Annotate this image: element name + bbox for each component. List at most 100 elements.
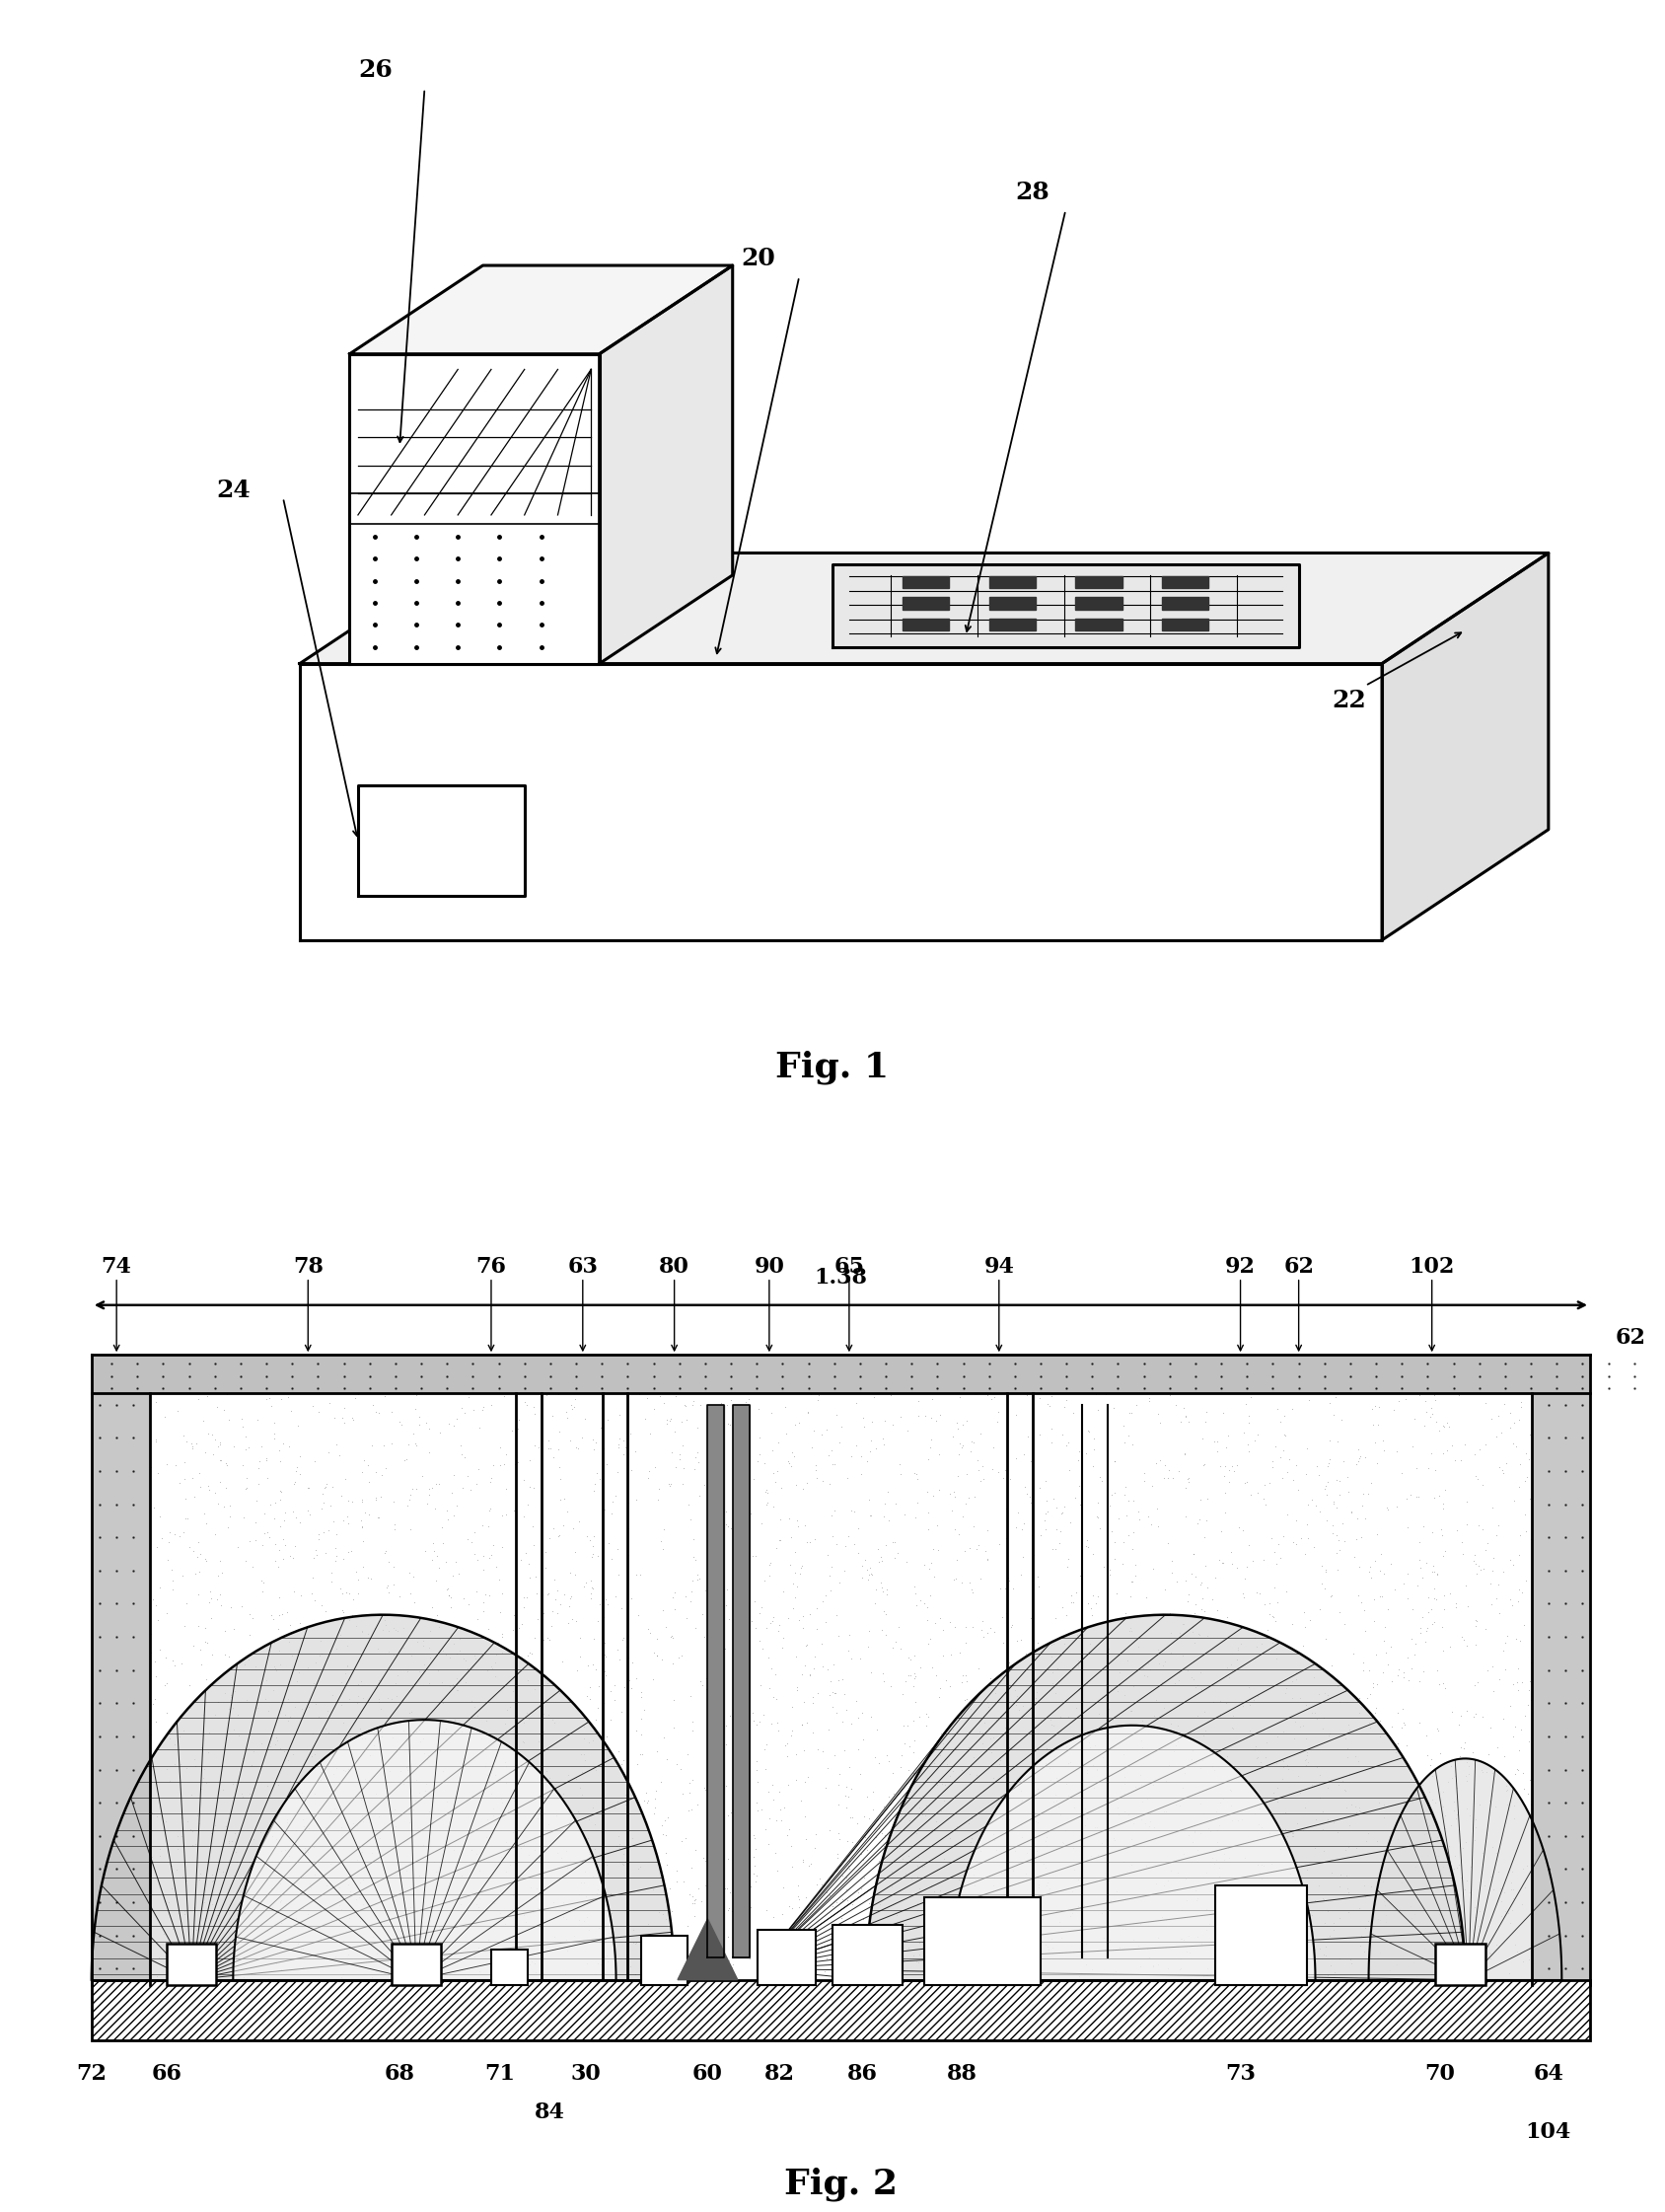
Point	[776, 1502, 803, 1537]
Point	[285, 1869, 311, 1905]
Point	[1272, 1670, 1299, 1705]
Point	[318, 1677, 345, 1712]
Point	[1352, 1613, 1379, 1648]
Point	[744, 1792, 771, 1827]
Polygon shape	[233, 1721, 616, 1980]
Point	[162, 1648, 188, 1683]
Point	[916, 1551, 942, 1586]
Point	[1502, 1927, 1528, 1962]
Point	[916, 1882, 942, 1918]
Point	[1334, 1858, 1360, 1893]
Point	[225, 1697, 251, 1732]
Point	[584, 1690, 611, 1725]
Point	[987, 1856, 1014, 1891]
Point	[391, 1714, 418, 1750]
Point	[623, 1924, 649, 1960]
Point	[1152, 1794, 1179, 1829]
Point	[261, 1416, 288, 1451]
Point	[1297, 1601, 1324, 1637]
Point	[206, 1577, 233, 1613]
Point	[1389, 1455, 1415, 1491]
Point	[230, 1778, 256, 1814]
Point	[205, 1429, 231, 1464]
Point	[871, 1829, 897, 1865]
Point	[171, 1500, 198, 1535]
Point	[503, 1460, 529, 1495]
Point	[1282, 1526, 1309, 1562]
Point	[1470, 1511, 1497, 1546]
Point	[571, 1854, 598, 1889]
Point	[684, 1433, 711, 1469]
Point	[380, 1705, 406, 1741]
Point	[944, 1807, 971, 1843]
Point	[378, 1927, 405, 1962]
Point	[1189, 1590, 1215, 1626]
Point	[451, 1931, 478, 1966]
Point	[231, 1648, 258, 1683]
Point	[363, 1776, 390, 1812]
Point	[1157, 1705, 1184, 1741]
Point	[1397, 1889, 1424, 1924]
Point	[1254, 1900, 1280, 1936]
Point	[1026, 1867, 1052, 1902]
Point	[458, 1473, 485, 1509]
Point	[1357, 1869, 1384, 1905]
Point	[1444, 1590, 1470, 1626]
Point	[877, 1668, 904, 1703]
Point	[628, 1679, 654, 1714]
Point	[158, 1871, 185, 1907]
Point	[406, 1652, 433, 1688]
Point	[862, 1571, 889, 1606]
Point	[1021, 1953, 1047, 1989]
Point	[376, 1785, 403, 1820]
Point	[1074, 1752, 1101, 1787]
Point	[420, 1845, 446, 1880]
Point	[786, 1555, 813, 1590]
Point	[1239, 1913, 1265, 1949]
Point	[689, 1918, 716, 1953]
Point	[140, 1489, 166, 1524]
Point	[445, 1661, 471, 1697]
Point	[513, 1387, 539, 1422]
Point	[1409, 1767, 1435, 1803]
Text: 28: 28	[1016, 181, 1051, 204]
Point	[456, 1586, 483, 1621]
Point	[395, 1655, 421, 1690]
Point	[216, 1590, 243, 1626]
Point	[743, 1610, 769, 1646]
Point	[1057, 1504, 1084, 1540]
Point	[328, 1478, 355, 1513]
Point	[1404, 1960, 1430, 1995]
Point	[793, 1798, 819, 1834]
Point	[176, 1812, 203, 1847]
Point	[1465, 1509, 1492, 1544]
Point	[979, 1451, 1006, 1486]
Point	[1487, 1595, 1513, 1630]
Point	[1317, 1949, 1344, 1984]
Point	[1515, 1942, 1542, 1978]
Point	[333, 1575, 360, 1610]
Point	[643, 1637, 669, 1672]
Point	[1166, 1655, 1192, 1690]
Point	[1419, 1781, 1445, 1816]
Point	[481, 1659, 508, 1694]
Point	[1185, 1617, 1212, 1652]
Point	[1175, 1936, 1202, 1971]
Point	[248, 1907, 275, 1942]
Point	[771, 1619, 798, 1655]
Point	[783, 1763, 809, 1798]
Point	[809, 1464, 836, 1500]
Point	[153, 1666, 180, 1701]
Point	[398, 1847, 425, 1882]
Point	[426, 1610, 453, 1646]
Point	[1066, 1641, 1092, 1677]
Point	[1042, 1893, 1069, 1929]
Point	[721, 1604, 748, 1639]
Point	[713, 1767, 739, 1803]
Point	[559, 1391, 586, 1427]
Point	[248, 1573, 275, 1608]
Point	[173, 1863, 200, 1898]
Point	[1329, 1402, 1355, 1438]
Point	[1432, 1798, 1459, 1834]
Point	[458, 1832, 485, 1867]
